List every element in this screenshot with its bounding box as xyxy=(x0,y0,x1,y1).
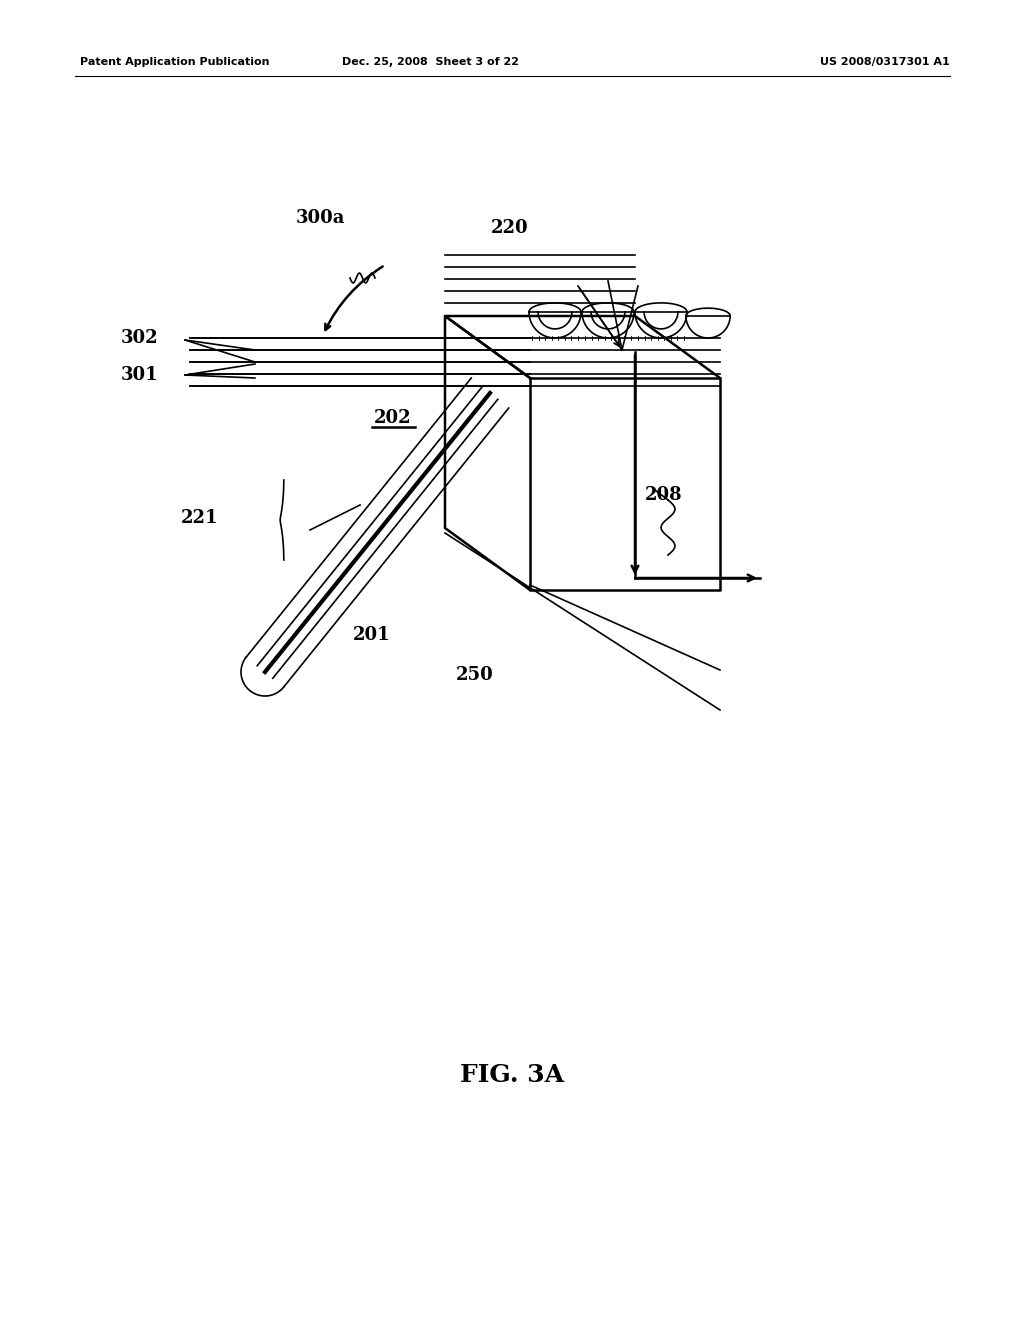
Text: 220: 220 xyxy=(492,219,528,238)
Text: 300a: 300a xyxy=(295,209,345,227)
Text: 202: 202 xyxy=(374,409,412,426)
Text: 302: 302 xyxy=(121,329,158,347)
Text: 301: 301 xyxy=(121,366,158,384)
Text: 201: 201 xyxy=(353,626,391,644)
Text: 221: 221 xyxy=(180,510,218,527)
Text: 208: 208 xyxy=(645,486,683,504)
Text: FIG. 3A: FIG. 3A xyxy=(460,1063,564,1086)
Text: Patent Application Publication: Patent Application Publication xyxy=(80,57,269,67)
Text: 250: 250 xyxy=(457,667,494,684)
Text: Dec. 25, 2008  Sheet 3 of 22: Dec. 25, 2008 Sheet 3 of 22 xyxy=(341,57,518,67)
Text: US 2008/0317301 A1: US 2008/0317301 A1 xyxy=(820,57,950,67)
